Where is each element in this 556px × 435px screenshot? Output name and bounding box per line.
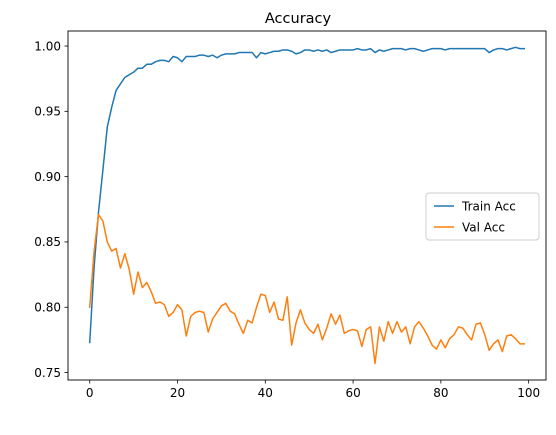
x-axis: 0 20 40 60 80 100 [86, 380, 540, 400]
y-axis: 0.75 0.80 0.85 0.90 0.95 1.00 [34, 39, 68, 380]
legend-label: Train Acc [461, 199, 516, 213]
series-line-train-acc [88, 46, 526, 344]
y-tick-label: 0.90 [34, 170, 61, 184]
x-tick-label: 0 [86, 386, 94, 400]
plot-frame [67, 30, 547, 381]
y-tick-label: 0.75 [34, 366, 61, 380]
legend-box [425, 192, 540, 241]
y-tick-label: 0.80 [34, 301, 61, 315]
y-tick-label: 0.95 [34, 105, 61, 119]
chart-title: Accuracy [265, 11, 332, 27]
x-tick-label: 100 [517, 386, 540, 400]
x-tick-label: 80 [433, 386, 448, 400]
series-line-val-acc [88, 213, 526, 365]
legend-label: Val Acc [462, 220, 505, 234]
x-tick-label: 40 [258, 386, 273, 400]
plot-area [88, 46, 526, 365]
x-tick-label: 60 [345, 386, 360, 400]
legend: Train Acc Val Acc [425, 192, 540, 241]
y-tick-label: 0.85 [34, 235, 61, 249]
y-tick-label: 1.00 [34, 39, 61, 53]
x-tick-label: 20 [170, 386, 185, 400]
